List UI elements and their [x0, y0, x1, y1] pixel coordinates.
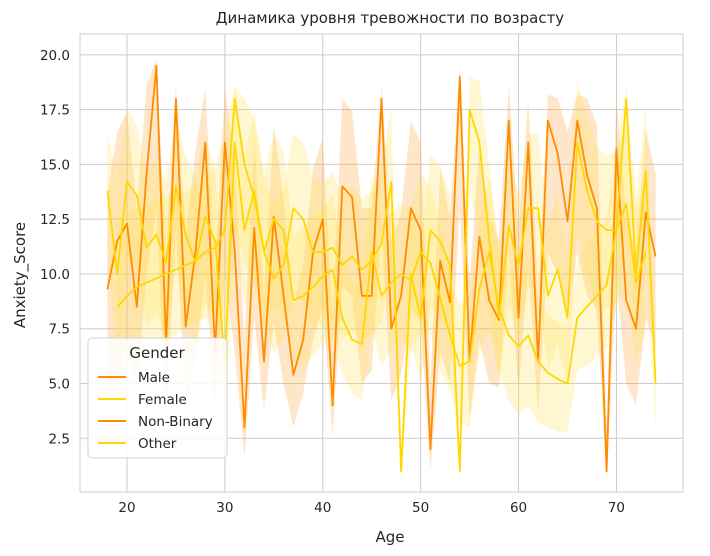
y-tick-label: 5.0 — [49, 377, 70, 393]
x-tick-label: 50 — [412, 500, 429, 516]
y-axis-label: Anxiety_Score — [11, 222, 30, 328]
x-axis-label: Age — [375, 528, 404, 546]
x-axis-ticks: 20 30 40 50 60 70 — [118, 500, 625, 516]
legend-entry: Non-Binary — [138, 414, 213, 430]
y-tick-label: 7.5 — [49, 322, 70, 338]
legend-title: Gender — [129, 344, 185, 362]
x-tick-label: 20 — [118, 500, 135, 516]
y-tick-label: 17.5 — [40, 103, 70, 119]
legend-entry: Female — [138, 392, 187, 408]
chart-title: Динамика уровня тревожности по возрасту — [216, 9, 565, 27]
x-tick-label: 60 — [510, 500, 527, 516]
legend: Gender Male Female Non-Binary Other — [87, 337, 228, 459]
legend-box — [87, 337, 228, 459]
y-axis-ticks: 2.5 5.0 7.5 10.0 12.5 15.0 17.5 20.0 — [40, 48, 70, 447]
y-tick-label: 2.5 — [49, 431, 70, 447]
legend-entry: Other — [138, 436, 177, 452]
y-tick-label: 20.0 — [40, 48, 70, 64]
confidence-band-female — [117, 85, 656, 432]
confidence-band-male — [107, 59, 656, 480]
x-tick-label: 70 — [608, 500, 625, 516]
series-lines — [106, 64, 657, 473]
y-tick-label: 12.5 — [40, 212, 70, 228]
series-line-other — [106, 108, 647, 473]
y-tick-label: 15.0 — [40, 157, 70, 173]
legend-entry: Male — [138, 370, 170, 386]
series-line-female — [116, 97, 657, 385]
y-tick-label: 10.0 — [40, 267, 70, 283]
x-tick-label: 30 — [216, 500, 233, 516]
series-line-male — [106, 64, 657, 473]
x-tick-label: 40 — [314, 500, 331, 516]
plot-frame — [79, 33, 684, 493]
